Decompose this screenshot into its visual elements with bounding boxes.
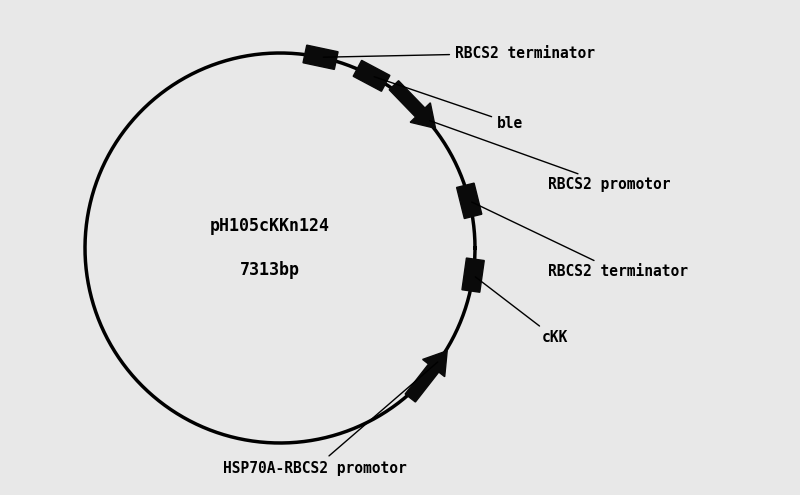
Text: cKK: cKK bbox=[475, 277, 568, 346]
Polygon shape bbox=[457, 183, 482, 218]
Text: pH105cKKn124: pH105cKKn124 bbox=[210, 217, 330, 235]
Text: 7313bp: 7313bp bbox=[240, 261, 300, 279]
Polygon shape bbox=[389, 81, 435, 128]
Text: RBCS2 terminator: RBCS2 terminator bbox=[472, 202, 688, 280]
Polygon shape bbox=[405, 351, 447, 402]
Text: RBCS2 promotor: RBCS2 promotor bbox=[430, 121, 670, 193]
Polygon shape bbox=[462, 258, 484, 292]
Polygon shape bbox=[353, 60, 390, 91]
Text: RBCS2 terminator: RBCS2 terminator bbox=[323, 46, 595, 60]
Polygon shape bbox=[303, 45, 338, 69]
Text: ble: ble bbox=[374, 77, 523, 131]
Text: HSP70A-RBCS2 promotor: HSP70A-RBCS2 promotor bbox=[223, 362, 438, 476]
